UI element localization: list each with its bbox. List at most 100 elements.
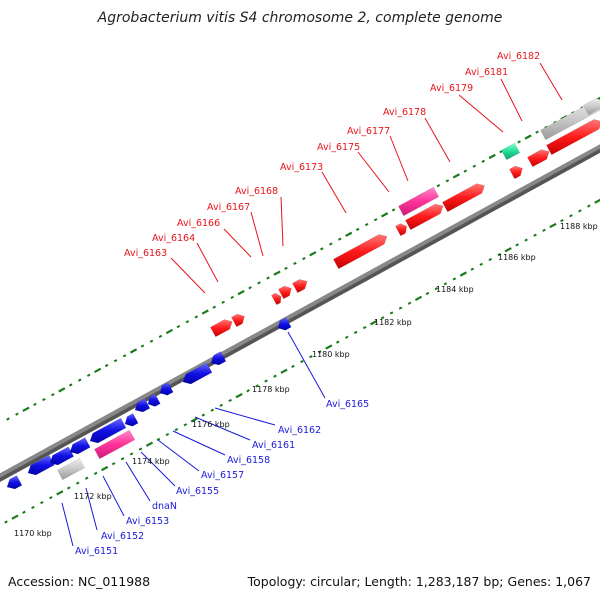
minor-tick xyxy=(284,266,288,270)
minor-tick xyxy=(291,364,295,369)
minor-tick xyxy=(273,374,277,378)
major-tick xyxy=(190,417,198,423)
minor-tick xyxy=(488,257,493,262)
gene-label: Avi_6162 xyxy=(278,425,321,436)
length-text: Length: 1,283,187 bp; xyxy=(364,574,504,589)
leader-line xyxy=(194,416,251,441)
reverse-gene xyxy=(134,398,151,413)
leader-line xyxy=(172,430,226,456)
minor-tick xyxy=(445,179,450,183)
gene-label: Avi_6166 xyxy=(177,218,220,229)
minor-tick xyxy=(329,242,333,246)
genome-stats: Topology: circular; Length: 1,283,187 bp… xyxy=(248,574,591,589)
major-tick xyxy=(165,328,174,335)
minor-tick xyxy=(183,423,188,427)
minor-tick xyxy=(364,222,369,227)
major-tick xyxy=(459,271,467,277)
rna-gene xyxy=(398,186,440,217)
reverse-gene xyxy=(124,413,139,427)
major-tick xyxy=(201,309,209,315)
minor-tick xyxy=(248,286,252,290)
minor-tick xyxy=(138,447,143,451)
gene-label: Avi_6173 xyxy=(280,162,323,173)
gene-features xyxy=(6,98,600,490)
minor-tick xyxy=(320,247,324,251)
forward-gene xyxy=(405,203,444,231)
reverse-gene xyxy=(27,454,55,476)
minor-tick xyxy=(515,243,519,247)
minor-tick xyxy=(463,169,468,173)
forward-gene xyxy=(442,183,485,213)
minor-tick xyxy=(362,325,367,330)
scale-label: 1170 kbp xyxy=(14,529,52,538)
minor-tick xyxy=(22,510,26,514)
major-tick xyxy=(22,406,30,412)
minor-tick xyxy=(293,261,297,266)
leader-line xyxy=(170,257,206,294)
minor-tick xyxy=(337,237,342,241)
label-leader-lines xyxy=(61,62,563,547)
minor-tick xyxy=(4,520,8,524)
minor-tick xyxy=(165,432,170,437)
forward-gene xyxy=(395,223,408,237)
reverse-gene xyxy=(277,317,292,331)
forward-gene xyxy=(527,149,550,168)
minor-tick xyxy=(176,325,181,329)
major-tick xyxy=(381,212,389,218)
minor-tick xyxy=(535,130,539,134)
leader-line xyxy=(196,242,219,283)
gene-label: Avi_6164 xyxy=(152,233,195,244)
reverse-gene xyxy=(210,351,227,366)
minor-tick xyxy=(86,373,91,377)
minor-tick xyxy=(120,457,125,461)
accession-text: Accession: NC_011988 xyxy=(8,574,151,589)
minor-tick xyxy=(398,306,403,310)
chromosome-backbone xyxy=(0,144,600,482)
minor-tick xyxy=(257,281,261,285)
minor-tick xyxy=(230,295,234,300)
forward-gene xyxy=(210,319,233,338)
minor-tick xyxy=(318,350,322,354)
forward-gene xyxy=(292,279,308,294)
gene-label: Avi_6178 xyxy=(383,107,426,118)
minor-tick xyxy=(578,209,582,213)
gene-label: Avi_6168 xyxy=(235,186,278,197)
leader-line xyxy=(424,117,451,163)
minor-tick xyxy=(542,228,546,232)
gene-label: Avi_6179 xyxy=(430,83,473,94)
major-tick xyxy=(280,368,288,374)
major-tick xyxy=(101,465,109,472)
scale-label: 1174 kbp xyxy=(132,457,170,466)
leader-line xyxy=(280,196,284,247)
minor-tick xyxy=(194,315,199,319)
major-tick xyxy=(273,270,281,276)
minor-tick xyxy=(302,256,306,261)
minor-tick xyxy=(221,300,226,304)
minor-tick xyxy=(66,486,71,490)
gene-label: Avi_6153 xyxy=(126,516,169,527)
minor-tick xyxy=(353,330,358,334)
gene-label: Avi_6161 xyxy=(252,440,295,451)
minor-tick xyxy=(300,359,304,364)
reverse-gene xyxy=(182,362,213,385)
minor-tick xyxy=(31,505,35,510)
minor-tick xyxy=(391,208,396,212)
gene-label: Avi_6158 xyxy=(227,455,270,466)
gene-label: Avi_6165 xyxy=(326,399,369,410)
major-tick xyxy=(414,295,423,302)
leader-line xyxy=(140,451,176,487)
minor-tick xyxy=(33,402,37,407)
gene-label: Avi_6152 xyxy=(101,531,144,542)
minor-tick xyxy=(219,403,224,407)
minor-tick xyxy=(68,383,73,387)
minor-tick xyxy=(309,355,313,359)
minor-tick xyxy=(470,267,475,271)
minor-tick xyxy=(201,413,206,417)
forward-gene xyxy=(333,234,388,270)
leader-line xyxy=(61,502,74,547)
major-tick xyxy=(488,153,496,160)
reverse-gene-labels: Avi_6151 Avi_6152 Avi_6153 dnaN Avi_6155… xyxy=(75,399,369,557)
leader-line xyxy=(223,228,252,258)
minor-tick xyxy=(569,214,573,218)
scale-label: 1176 kbp xyxy=(192,420,230,429)
